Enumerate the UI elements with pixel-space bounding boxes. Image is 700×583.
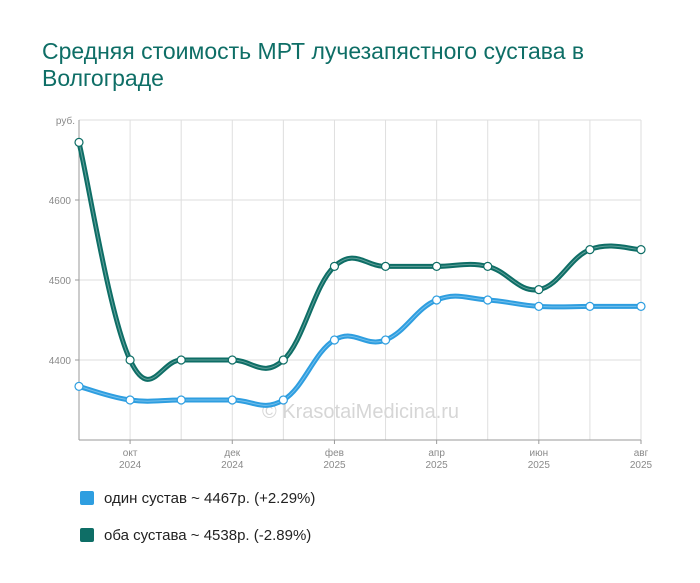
data-point-series-1 [585,245,595,255]
legend-label-one-joint: один сустав ~ 4467р. (+2.29%) [104,489,316,507]
y-tick-label: 4400 [49,356,72,367]
data-point-series-0 [329,335,340,345]
x-tick-label-month: фев [325,447,344,459]
x-tick-label-month: июн [530,448,549,459]
legend: один сустав ~ 4467р. (+2.29%) оба сустав… [80,488,315,562]
legend-swatch-one-joint [80,491,94,505]
y-axis-unit: руб. [56,115,75,127]
x-tick-label-year: 2024 [119,460,142,471]
legend-swatch-both-joints [80,528,94,542]
data-point-series-1 [74,137,84,147]
data-point-series-0 [636,301,646,311]
x-tick-label-year: 2025 [426,460,449,471]
x-tick-label-month: окт [123,448,138,459]
legend-label-both-joints: оба сустава ~ 4538р. (-2.89%) [104,526,312,544]
data-point-series-1 [176,355,186,365]
x-tick-label-year: 2025 [630,460,653,471]
series-points [74,137,646,405]
data-point-series-1 [278,355,288,365]
data-point-series-0 [585,301,595,311]
data-point-series-1 [380,261,391,271]
data-point-series-0 [534,301,544,311]
data-point-series-0 [176,395,186,405]
data-point-series-0 [380,335,391,345]
x-tick-label-month: авг [634,448,649,459]
data-point-series-1 [534,285,544,295]
data-point-series-1 [329,261,340,271]
data-point-series-0 [432,295,442,305]
series-line-1 [76,139,644,382]
x-tick-label-year: 2024 [221,460,244,471]
data-point-series-1 [636,245,646,255]
legend-item-one-joint[interactable]: один сустав ~ 4467р. (+2.29%) [80,488,315,508]
data-point-series-1 [483,261,493,271]
x-tick-label-year: 2025 [323,460,346,471]
x-tick-label-year: 2025 [528,460,551,471]
data-point-series-0 [227,395,237,405]
series-line-highlight-0 [78,295,641,406]
x-tick-label-month: дек [224,448,240,459]
series-line-0 [76,293,644,408]
data-point-series-1 [227,355,237,365]
data-point-series-0 [74,381,84,391]
watermark: © KrasotaiMedicina.ru [262,401,459,423]
y-tick-label: 4500 [49,276,72,287]
legend-item-both-joints[interactable]: оба сустава ~ 4538р. (-2.89%) [80,525,315,545]
data-point-series-1 [125,355,135,365]
series-lines [76,139,644,408]
x-tick-label-month: апр [428,448,445,459]
data-point-series-0 [278,395,288,405]
data-point-series-0 [483,295,493,305]
chart-title: Средняя стоимость МРТ лучезапястного сус… [42,38,585,91]
data-point-series-0 [125,395,135,405]
data-point-series-1 [432,261,442,271]
y-tick-label: 4600 [49,196,72,207]
